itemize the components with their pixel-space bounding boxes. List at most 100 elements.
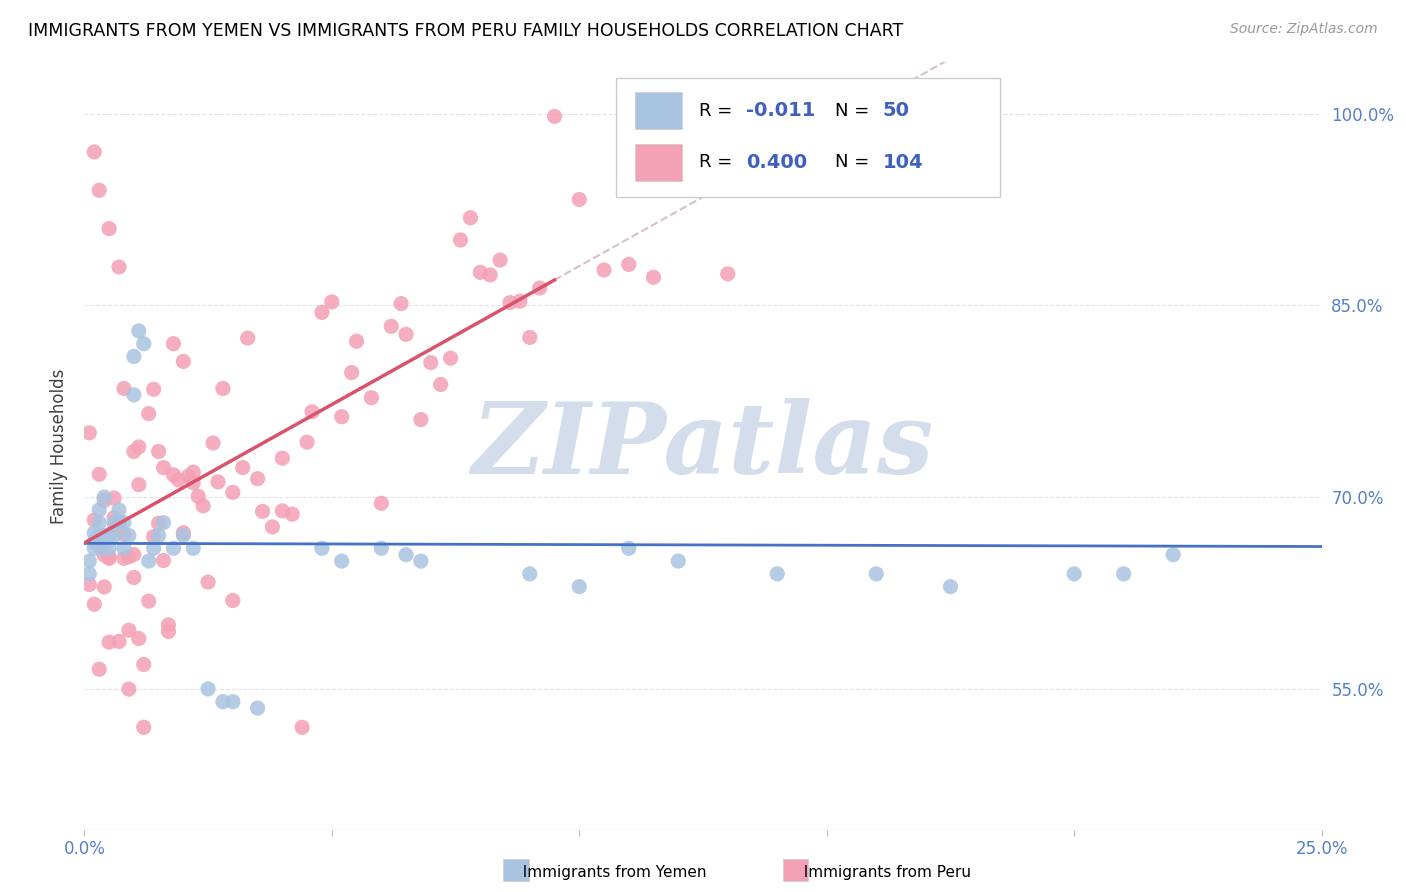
Point — [187, 489, 209, 503]
Point — [321, 294, 343, 309]
Point — [122, 570, 145, 584]
Point — [370, 496, 392, 510]
Point — [197, 681, 219, 696]
Point — [172, 354, 194, 368]
Point — [83, 145, 105, 159]
Point — [89, 539, 111, 553]
Point — [295, 435, 318, 450]
Point — [162, 336, 184, 351]
Point — [593, 263, 616, 277]
Point — [103, 528, 125, 542]
Text: Immigrants from Peru: Immigrants from Peru — [794, 865, 972, 880]
Point — [311, 541, 333, 556]
Point — [148, 516, 170, 531]
Point — [108, 516, 131, 531]
Point — [128, 632, 150, 646]
Point — [865, 566, 887, 581]
Point — [197, 575, 219, 590]
Point — [236, 331, 259, 345]
Point — [281, 507, 304, 521]
Point — [568, 193, 591, 207]
Point — [519, 566, 541, 581]
Point — [479, 268, 502, 282]
Point — [470, 265, 492, 279]
Point — [395, 327, 418, 342]
Point — [138, 554, 160, 568]
Point — [89, 183, 111, 197]
Text: R =: R = — [699, 102, 738, 120]
Point — [152, 460, 174, 475]
Point — [157, 617, 180, 632]
Point — [79, 566, 101, 581]
Point — [89, 528, 111, 542]
Text: -0.011: -0.011 — [747, 102, 815, 120]
Point — [489, 253, 512, 268]
Point — [98, 635, 121, 649]
Text: 0.400: 0.400 — [747, 153, 807, 171]
Point — [108, 634, 131, 648]
Point — [152, 553, 174, 567]
Text: N =: N = — [835, 102, 876, 120]
Point — [132, 720, 155, 734]
Point — [89, 516, 111, 530]
FancyBboxPatch shape — [616, 78, 1000, 197]
Point — [717, 267, 740, 281]
Point — [93, 490, 115, 504]
Point — [222, 695, 245, 709]
Point — [122, 350, 145, 364]
Point — [380, 319, 402, 334]
Point — [181, 475, 204, 490]
Point — [112, 516, 135, 530]
Point — [98, 551, 121, 566]
Point — [128, 477, 150, 491]
Point — [529, 281, 551, 295]
Point — [167, 473, 190, 487]
Point — [409, 554, 432, 568]
Point — [108, 503, 131, 517]
Point — [98, 528, 121, 542]
Point — [939, 580, 962, 594]
Point — [172, 525, 194, 540]
Point — [617, 257, 640, 271]
Point — [93, 493, 115, 508]
Point — [409, 412, 432, 426]
Point — [617, 541, 640, 556]
Point — [1161, 548, 1184, 562]
Point — [519, 330, 541, 344]
Point — [79, 577, 101, 591]
Point — [93, 548, 115, 562]
Point — [499, 295, 522, 310]
Point — [162, 467, 184, 482]
Point — [142, 541, 165, 556]
Point — [252, 504, 274, 518]
Point — [207, 475, 229, 489]
Point — [89, 467, 111, 482]
Point — [643, 270, 665, 285]
Point — [222, 593, 245, 607]
Point — [262, 520, 284, 534]
Point — [271, 451, 294, 466]
Point — [89, 662, 111, 676]
Point — [79, 554, 101, 568]
Point — [301, 405, 323, 419]
Point — [271, 504, 294, 518]
Point — [509, 294, 531, 309]
Point — [122, 548, 145, 562]
Text: 104: 104 — [883, 153, 922, 171]
Point — [330, 409, 353, 424]
Point — [118, 549, 141, 564]
Point — [118, 624, 141, 638]
Point — [98, 221, 121, 235]
Point — [389, 296, 412, 310]
FancyBboxPatch shape — [783, 859, 808, 881]
FancyBboxPatch shape — [503, 859, 529, 881]
Point — [543, 109, 565, 123]
Point — [246, 472, 269, 486]
Point — [122, 444, 145, 458]
Point — [83, 541, 105, 556]
Point — [128, 324, 150, 338]
Point — [370, 541, 392, 556]
Point — [98, 549, 121, 564]
Point — [132, 336, 155, 351]
Point — [766, 566, 789, 581]
